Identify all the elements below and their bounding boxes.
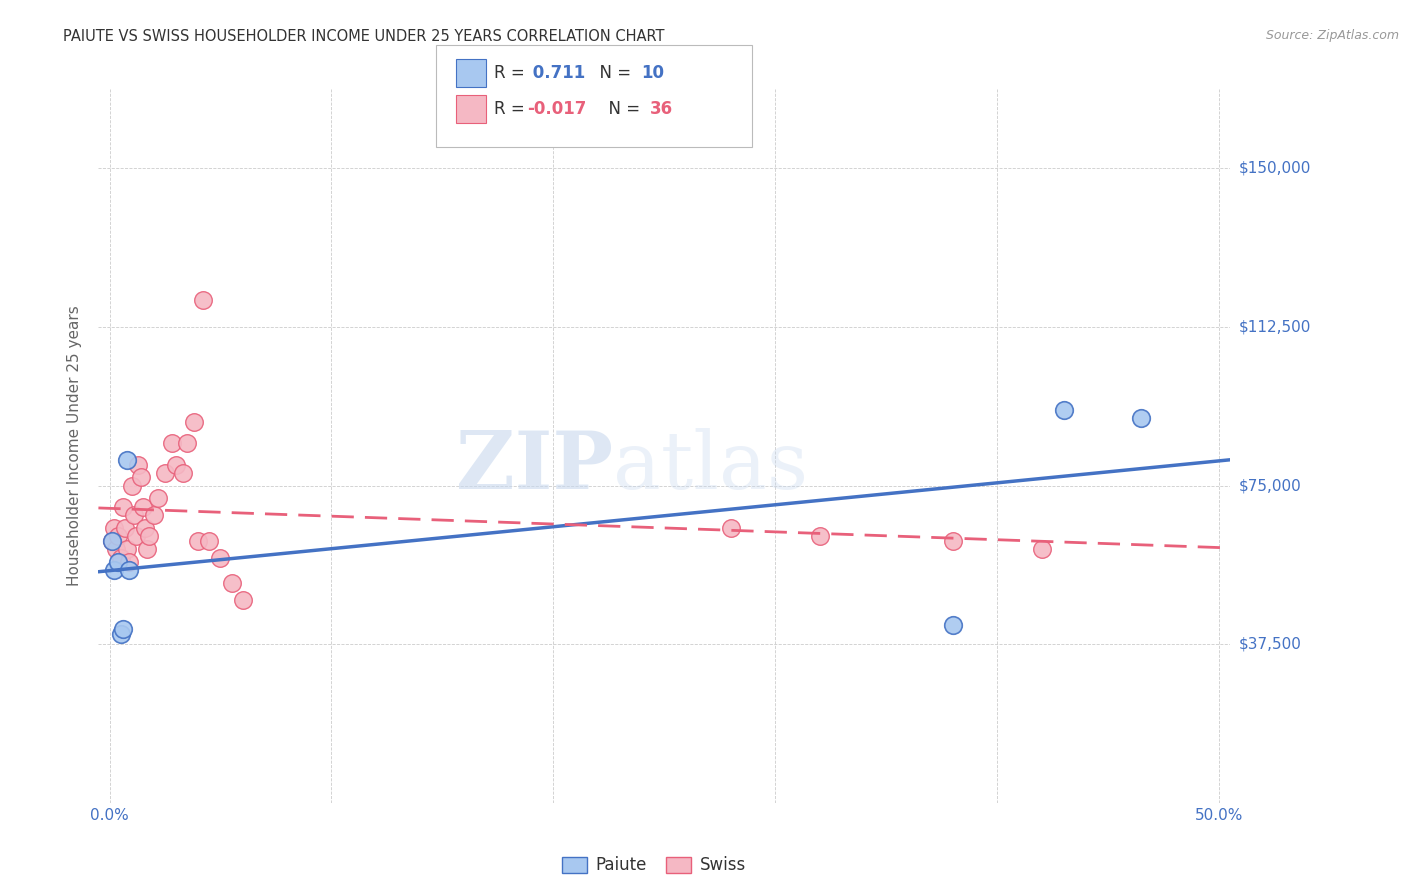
Text: Source: ZipAtlas.com: Source: ZipAtlas.com — [1265, 29, 1399, 42]
Legend: Paiute, Swiss: Paiute, Swiss — [557, 851, 751, 880]
Point — [127, 458, 149, 472]
Point — [153, 466, 176, 480]
Point — [1053, 402, 1076, 417]
Point — [129, 470, 152, 484]
Text: $112,500: $112,500 — [1239, 319, 1310, 334]
Point — [100, 533, 122, 548]
Point — [142, 508, 165, 523]
Text: $37,500: $37,500 — [1239, 637, 1302, 652]
Point — [176, 436, 198, 450]
Y-axis label: Householder Income Under 25 years: Householder Income Under 25 years — [67, 306, 83, 586]
Point — [172, 466, 194, 480]
Point — [103, 563, 125, 577]
Point — [100, 533, 122, 548]
Point — [187, 533, 209, 548]
Text: $150,000: $150,000 — [1239, 161, 1310, 176]
Point — [132, 500, 155, 514]
Text: N =: N = — [598, 100, 645, 118]
Point — [114, 521, 136, 535]
Point — [148, 491, 170, 506]
Text: R =: R = — [494, 100, 530, 118]
Point — [111, 500, 134, 514]
Point — [117, 453, 139, 467]
Point — [103, 521, 125, 535]
Point — [118, 563, 141, 577]
Point — [165, 458, 187, 472]
Point — [808, 529, 831, 543]
Text: 36: 36 — [650, 100, 672, 118]
Text: -0.017: -0.017 — [527, 100, 586, 118]
Point — [1130, 411, 1153, 425]
Text: R =: R = — [494, 64, 530, 82]
Point — [720, 521, 742, 535]
Point — [942, 618, 965, 632]
Point — [138, 529, 160, 543]
Text: N =: N = — [589, 64, 637, 82]
Point — [107, 529, 129, 543]
Point — [105, 542, 128, 557]
Point — [232, 592, 254, 607]
Point — [122, 508, 145, 523]
Text: PAIUTE VS SWISS HOUSEHOLDER INCOME UNDER 25 YEARS CORRELATION CHART: PAIUTE VS SWISS HOUSEHOLDER INCOME UNDER… — [63, 29, 665, 44]
Text: $75,000: $75,000 — [1239, 478, 1302, 493]
Point — [209, 550, 232, 565]
Point — [117, 542, 139, 557]
Point — [221, 575, 243, 590]
Point — [111, 623, 134, 637]
Point — [942, 533, 965, 548]
Text: 10: 10 — [641, 64, 664, 82]
Point — [183, 415, 205, 429]
Point — [125, 529, 148, 543]
Point — [110, 550, 132, 565]
Point — [191, 293, 214, 307]
Text: 0.711: 0.711 — [527, 64, 585, 82]
Point — [198, 533, 221, 548]
Point — [136, 542, 159, 557]
Point — [110, 626, 132, 640]
Point — [1031, 542, 1053, 557]
Point — [121, 478, 143, 492]
Point — [160, 436, 183, 450]
Text: atlas: atlas — [613, 428, 808, 507]
Point — [118, 555, 141, 569]
Text: ZIP: ZIP — [457, 428, 613, 507]
Point — [107, 555, 129, 569]
Point — [134, 521, 156, 535]
